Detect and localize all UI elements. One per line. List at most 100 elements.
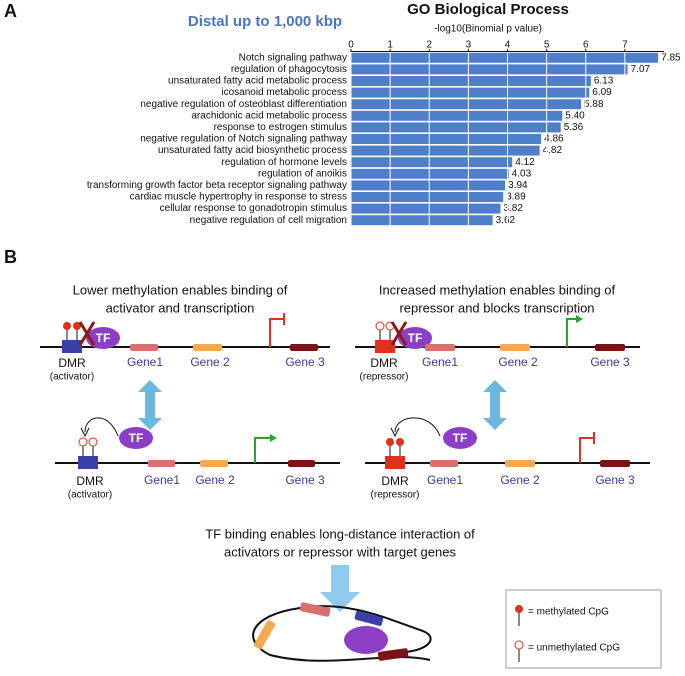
panel-label: A xyxy=(4,1,17,21)
bar xyxy=(351,203,501,214)
value-label: 7.07 xyxy=(631,64,651,75)
y-tick-label: transforming growth factor beta receptor… xyxy=(87,180,347,191)
caption: Increased methylation enables binding of xyxy=(379,282,616,297)
y-tick-label: arachidonic acid metabolic process xyxy=(191,110,347,121)
caption: repressor and blocks transcription xyxy=(399,300,594,315)
bar xyxy=(351,99,582,110)
chart-title: GO Biological Process xyxy=(407,1,569,18)
value-label: 4.82 xyxy=(543,145,563,156)
x-tick-label: 0 xyxy=(348,40,354,51)
gene-label: Gene 3 xyxy=(595,473,635,487)
y-tick-label: icosanoid metabolic process xyxy=(221,87,347,98)
dmr-label: DMR xyxy=(58,356,86,370)
bar xyxy=(351,134,542,144)
legend-label: = methylated CpG xyxy=(528,607,609,618)
construct xyxy=(365,417,650,469)
value-label: 5.40 xyxy=(565,110,585,121)
y-tick-label: negative regulation of Notch signaling p… xyxy=(140,134,347,145)
tf-label: TF xyxy=(96,331,111,345)
bar xyxy=(351,192,504,202)
value-label: 7.85 xyxy=(661,52,681,63)
dmr-type: (activator) xyxy=(68,490,112,501)
x-tick-label: 6 xyxy=(583,40,589,51)
panel-label: B xyxy=(4,247,17,267)
construct xyxy=(55,417,340,469)
y-tick-label: cellular response to gonadotropin stimul… xyxy=(160,203,347,214)
chart-subtitle: Distal up to 1,000 kbp xyxy=(188,13,342,30)
x-tick-label: 3 xyxy=(466,40,472,51)
gene-label: Gene1 xyxy=(427,473,463,487)
legend xyxy=(505,589,662,669)
value-label: 5.36 xyxy=(564,122,584,133)
bar xyxy=(351,110,563,121)
x-tick-label: 4 xyxy=(505,40,511,51)
double-arrow xyxy=(483,380,507,430)
y-tick-label: unsaturated fatty acid biosynthetic proc… xyxy=(158,145,347,156)
gene-label: Gene 2 xyxy=(190,355,230,369)
gene-label: Gene 3 xyxy=(285,473,325,487)
bar xyxy=(351,215,493,226)
caption: TF binding enables long-distance interac… xyxy=(205,526,475,541)
y-tick-label: cardiac muscle hypertrophy in response t… xyxy=(130,192,347,203)
x-tick-label: 7 xyxy=(622,40,628,51)
x-tick-label: 2 xyxy=(426,40,432,51)
bar-chart: Notch signaling pathway 7.85 regulation of… xyxy=(87,40,681,226)
y-tick-label: negative regulation of osteoblast differ… xyxy=(140,99,347,110)
value-label: 5.88 xyxy=(584,99,604,110)
value-label: 4.86 xyxy=(544,134,564,145)
loop xyxy=(252,602,432,662)
down-arrow xyxy=(320,565,360,612)
value-label: 4.12 xyxy=(515,157,535,168)
y-tick-label: regulation of hormone levels xyxy=(221,157,347,168)
y-tick-label: negative regulation of cell migration xyxy=(190,215,347,226)
value-label: 4.03 xyxy=(512,168,532,179)
dmr-type: (repressor) xyxy=(360,372,409,383)
y-tick-label: response to estrogen stimulus xyxy=(214,122,347,133)
dmr-label: DMR xyxy=(381,474,409,488)
tf-label: TF xyxy=(453,431,468,445)
y-tick-label: regulation of anoikis xyxy=(258,168,347,179)
bar xyxy=(351,145,540,156)
tf-label: TF xyxy=(129,431,144,445)
gene-label: Gene1 xyxy=(127,355,163,369)
value-label: 3.89 xyxy=(506,192,526,203)
y-tick-label: unsaturated fatty acid metabolic process xyxy=(168,76,347,87)
value-label: 3.82 xyxy=(503,203,523,214)
bar xyxy=(351,52,659,63)
y-tick-label: regulation of phagocytosis xyxy=(231,64,347,75)
x-tick-label: 1 xyxy=(387,40,393,51)
gene-label: Gene 2 xyxy=(195,473,235,487)
value-label: 3.94 xyxy=(508,180,528,191)
y-tick-label: Notch signaling pathway xyxy=(239,52,347,63)
caption: Lower methylation enables binding of xyxy=(73,282,288,297)
bar xyxy=(351,168,509,179)
caption: activator and transcription xyxy=(106,300,255,315)
value-label: 6.09 xyxy=(592,87,612,98)
dmr-type: (repressor) xyxy=(371,490,420,501)
value-label: 6.13 xyxy=(594,76,614,87)
construct xyxy=(40,313,330,353)
bar xyxy=(351,76,591,86)
dmr-label: DMR xyxy=(76,474,104,488)
bar xyxy=(351,87,590,98)
bar xyxy=(351,157,513,168)
gene-label: Gene1 xyxy=(422,355,458,369)
gene-label: Gene 2 xyxy=(500,473,540,487)
value-label: 3.62 xyxy=(496,215,516,226)
dmr-label: DMR xyxy=(370,356,398,370)
bar xyxy=(351,122,561,133)
bar xyxy=(351,64,628,75)
legend-label: = unmethylated CpG xyxy=(528,643,620,654)
gene-label: Gene 3 xyxy=(285,355,325,369)
bar xyxy=(351,180,506,191)
dmr-type: (activator) xyxy=(50,372,94,383)
x-axis-label: -log10(Binomial p value) xyxy=(434,24,542,35)
construct xyxy=(355,315,640,353)
gene-label: Gene 2 xyxy=(498,355,538,369)
gene-label: Gene 3 xyxy=(590,355,630,369)
gene-label: Gene1 xyxy=(144,473,180,487)
double-arrow xyxy=(138,380,162,430)
x-tick-label: 5 xyxy=(544,40,550,51)
tf-label: TF xyxy=(408,331,423,345)
